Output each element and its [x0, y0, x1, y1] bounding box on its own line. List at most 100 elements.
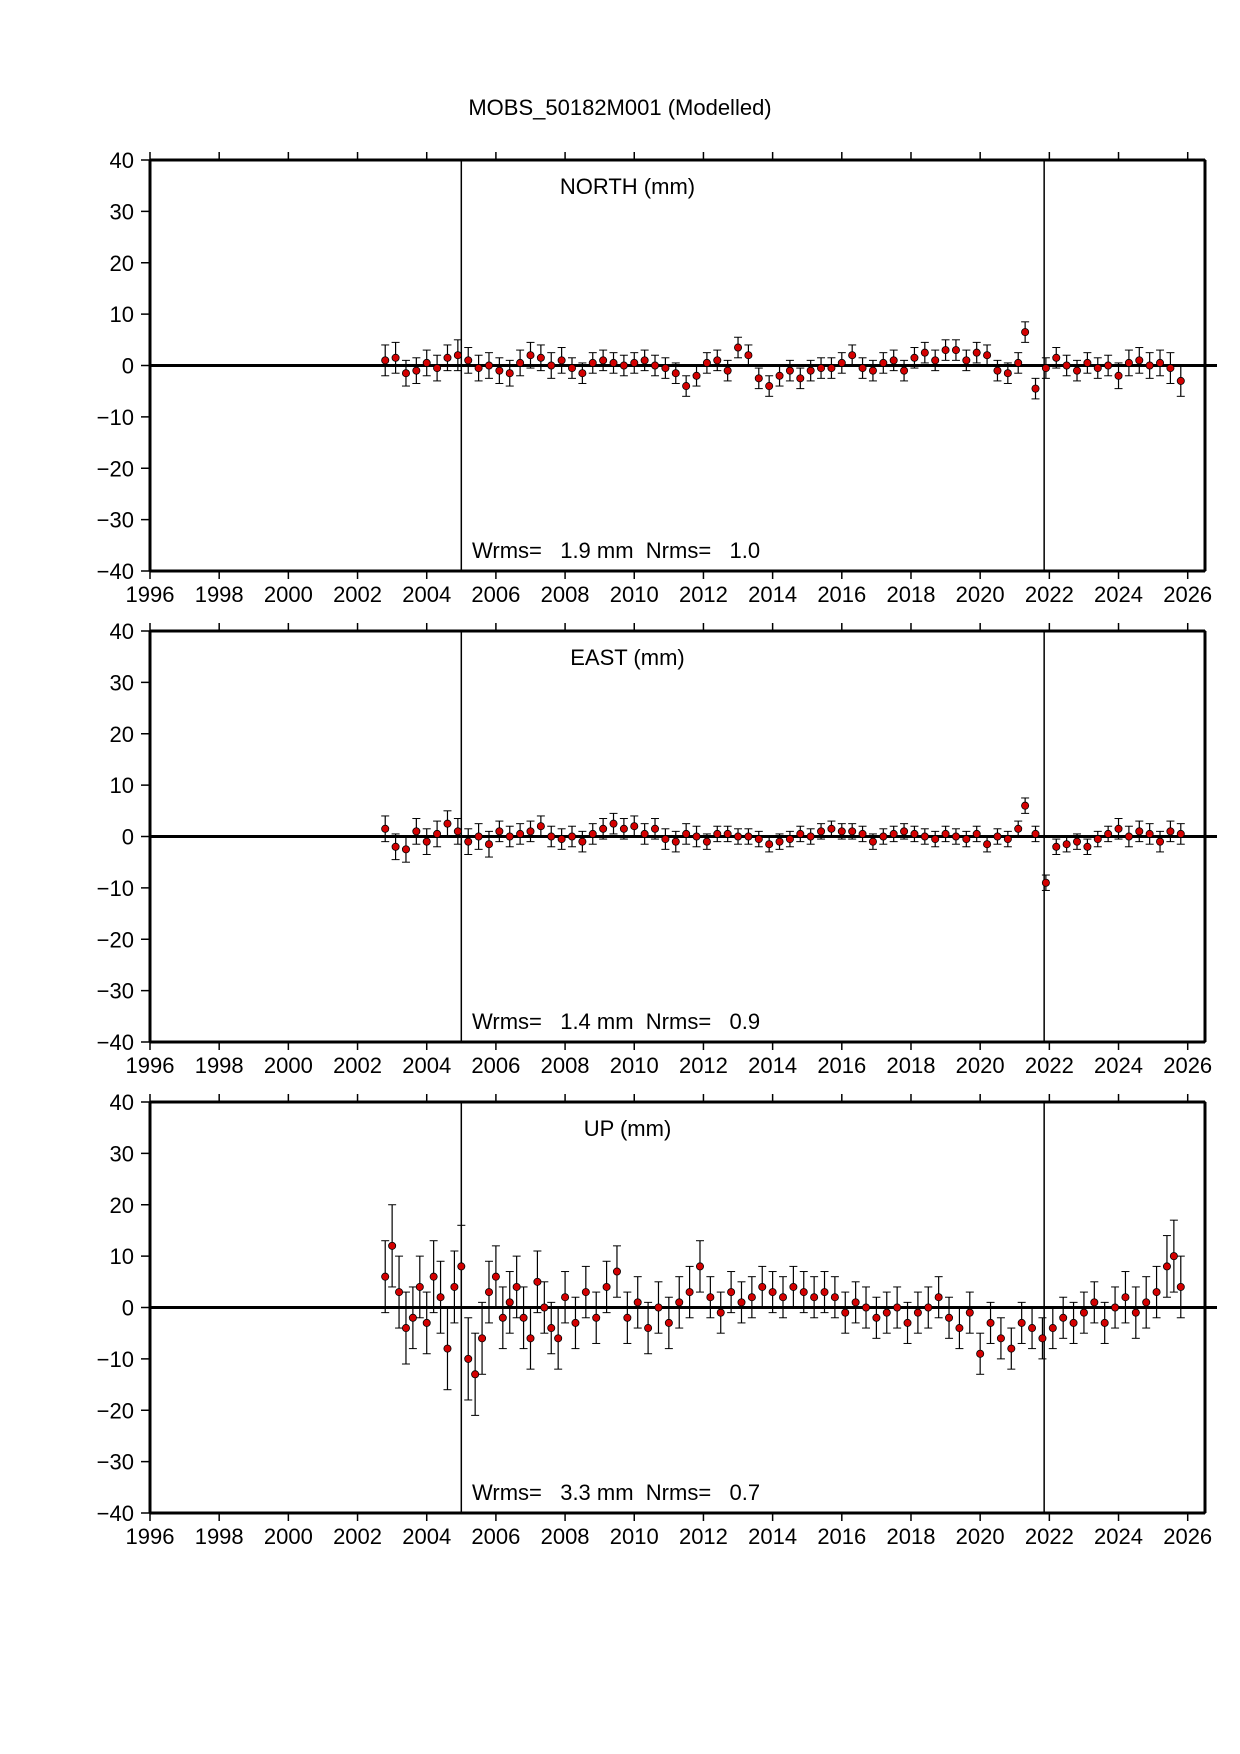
up-y-tick-label: −40: [97, 1501, 134, 1526]
up-data-point: [478, 1334, 487, 1343]
up-x-tick-label: 1996: [126, 1524, 175, 1549]
north-x-tick-label: 2018: [887, 582, 936, 607]
east-data-point: [931, 835, 940, 844]
up-data-point: [429, 1272, 438, 1281]
east-data-point: [806, 832, 815, 841]
up-data-point: [716, 1308, 725, 1317]
north-data-point: [1093, 364, 1102, 373]
north-x-tick-label: 2012: [679, 582, 728, 607]
north-data-point: [630, 358, 639, 367]
east-y-tick-label: −10: [97, 876, 134, 901]
north-data-point: [391, 353, 400, 362]
north-panel: 1996 1998 2000 2002 2004 2006 2008 2010 2012 2014…: [97, 148, 1217, 607]
east-data-point: [962, 835, 971, 844]
north-data-point: [464, 356, 473, 365]
north-x-tick-label: 2022: [1025, 582, 1074, 607]
north-data-point: [1145, 361, 1154, 370]
north-data-point: [754, 374, 763, 383]
up-data-point: [612, 1267, 621, 1276]
figure-title: MOBS_50182M001 (Modelled): [468, 95, 772, 120]
east-data-point: [796, 829, 805, 838]
up-data-point: [1169, 1252, 1178, 1261]
east-x-tick-label: 2004: [402, 1053, 451, 1078]
up-data-point: [1176, 1282, 1185, 1291]
up-data-point: [851, 1298, 860, 1307]
up-data-point: [540, 1303, 549, 1312]
east-data-point: [433, 829, 442, 838]
up-data-point: [1121, 1293, 1130, 1302]
up-x-tick-label: 2000: [264, 1524, 313, 1549]
north-x-tick-label: 1996: [126, 582, 175, 607]
north-data-point: [910, 353, 919, 362]
up-data-point: [976, 1349, 985, 1358]
north-data-point: [723, 366, 732, 375]
north-data-point: [765, 382, 774, 391]
up-x-tick-label: 2026: [1163, 1524, 1212, 1549]
up-data-point: [965, 1308, 974, 1317]
east-data-point: [1021, 801, 1030, 810]
north-data-point: [474, 364, 483, 373]
east-x-tick-label: 1996: [126, 1053, 175, 1078]
up-data-point: [1069, 1318, 1078, 1327]
north-x-tick-label: 2020: [956, 582, 1005, 607]
north-y-tick-label: 20: [110, 251, 134, 276]
east-data-point: [765, 840, 774, 849]
north-y-tick-label: −20: [97, 456, 134, 481]
up-data-point: [1038, 1334, 1047, 1343]
up-data-point: [799, 1288, 808, 1297]
up-data-point: [533, 1277, 542, 1286]
east-x-tick-label: 2024: [1094, 1053, 1143, 1078]
east-data-point: [578, 837, 587, 846]
up-data-point: [820, 1288, 829, 1297]
east-x-tick-label: 1998: [195, 1053, 244, 1078]
north-data-point: [1031, 384, 1040, 393]
east-data-point: [588, 829, 597, 838]
east-data-point: [744, 832, 753, 841]
up-data-point: [675, 1298, 684, 1307]
up-data-point: [934, 1293, 943, 1302]
north-data-point: [692, 371, 701, 380]
east-data-point: [651, 824, 660, 833]
north-data-point: [796, 374, 805, 383]
up-data-point: [1007, 1344, 1016, 1353]
up-data-point: [768, 1288, 777, 1297]
north-data-point: [1114, 371, 1123, 380]
east-y-tick-label: −40: [97, 1030, 134, 1055]
north-data-point: [661, 364, 670, 373]
east-data-point: [868, 837, 877, 846]
east-data-point: [837, 827, 846, 836]
north-data-point: [495, 366, 504, 375]
east-data-point: [713, 829, 722, 838]
up-data-point: [571, 1318, 580, 1327]
up-panel-title: UP (mm): [584, 1116, 672, 1141]
east-data-point: [526, 827, 535, 836]
east-data-point: [484, 840, 493, 849]
east-data-point: [723, 829, 732, 838]
up-data-point: [1111, 1303, 1120, 1312]
up-y-tick-label: −30: [97, 1450, 134, 1475]
up-data-point: [561, 1293, 570, 1302]
north-data-point: [1041, 364, 1050, 373]
north-data-point: [547, 361, 556, 370]
up-data-point: [592, 1313, 601, 1322]
north-data-point: [609, 358, 618, 367]
east-data-point: [754, 835, 763, 844]
east-data-point: [401, 845, 410, 854]
up-data-point: [623, 1313, 632, 1322]
east-data-point: [630, 822, 639, 831]
east-data-point: [391, 842, 400, 851]
up-data-point: [727, 1288, 736, 1297]
north-data-point: [972, 348, 981, 357]
up-data-point: [903, 1318, 912, 1327]
up-data-point: [408, 1313, 417, 1322]
up-data-point: [388, 1241, 397, 1250]
north-data-point: [941, 346, 950, 355]
up-data-point: [1152, 1288, 1161, 1297]
up-x-tick-label: 1998: [195, 1524, 244, 1549]
north-data-point: [806, 366, 815, 375]
north-data-point: [900, 366, 909, 375]
east-data-point: [568, 832, 577, 841]
north-data-point: [640, 356, 649, 365]
east-data-point: [951, 832, 960, 841]
north-data-point: [422, 358, 431, 367]
